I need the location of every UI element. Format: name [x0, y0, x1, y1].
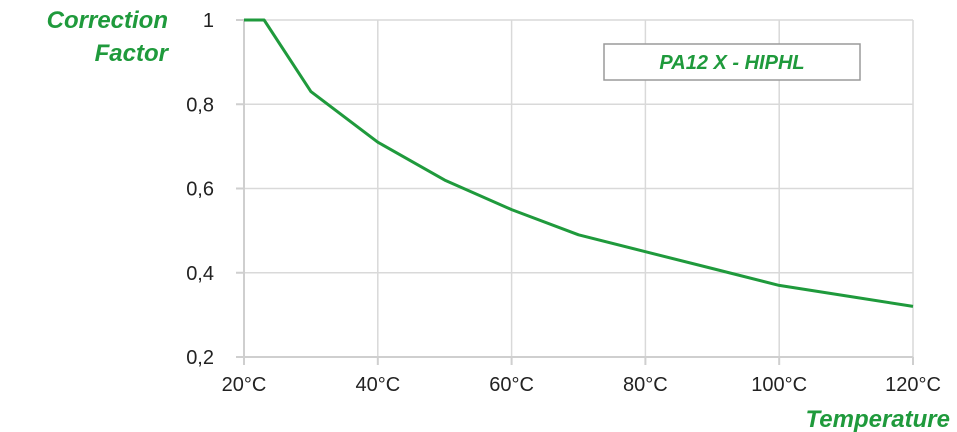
x-tick-label: 40°C [355, 374, 400, 396]
x-tick-label: 60°C [489, 374, 534, 396]
series-line [244, 18, 914, 308]
y-axis-title-line-2: Factor [95, 40, 170, 67]
y-tick-label: 0,2 [186, 347, 214, 369]
x-axis-title: Temperature [806, 406, 951, 432]
y-tick-label: 1 [203, 10, 214, 32]
x-tick-label: 20°C [222, 374, 267, 396]
legend: PA12 X - HIPHL [603, 43, 861, 81]
x-tick-label: 80°C [623, 374, 668, 396]
y-axis-title-line-1: Correction [47, 7, 168, 34]
series-layer [244, 18, 914, 308]
y-tick-label: 0,4 [186, 263, 214, 285]
axes [236, 19, 914, 365]
y-tick-label: 0,6 [186, 179, 214, 201]
y-tick-label: 0,8 [186, 94, 214, 116]
legend-series-label: PA12 X - HIPHL [659, 52, 804, 74]
x-tick-label: 100°C [751, 374, 807, 396]
legend-box [603, 43, 861, 81]
x-tick-label: 120°C [885, 374, 941, 396]
grid-lines [244, 19, 914, 357]
